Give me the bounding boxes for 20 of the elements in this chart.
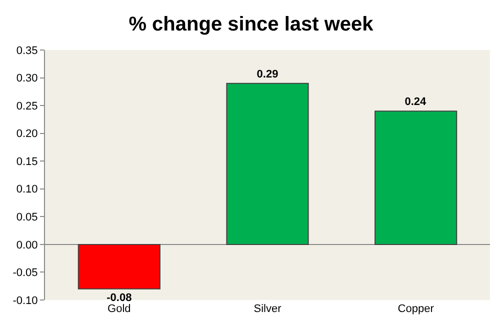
y-tick-label: 0.00 bbox=[16, 239, 38, 252]
y-tick-label: 0.35 bbox=[16, 44, 38, 57]
x-tick-label: Silver bbox=[254, 303, 282, 315]
x-tick-label: Gold bbox=[108, 303, 131, 315]
data-label: -0.08 bbox=[106, 292, 132, 304]
data-label: 0.24 bbox=[404, 96, 427, 108]
y-tick-label: 0.15 bbox=[16, 156, 38, 168]
y-tick-label: -0.10 bbox=[12, 294, 38, 307]
bar bbox=[226, 82, 309, 245]
y-tick-label: 0.20 bbox=[16, 128, 38, 140]
chart-title: % change since last week bbox=[128, 13, 374, 36]
y-tick-label: 0.05 bbox=[16, 212, 38, 224]
bar bbox=[374, 110, 458, 245]
y-tick-label: -0.05 bbox=[12, 267, 38, 280]
x-tick-label: Copper bbox=[398, 303, 434, 315]
data-label: 0.29 bbox=[256, 68, 278, 80]
y-tick-label: 0.30 bbox=[16, 72, 38, 85]
y-tick-label: 0.25 bbox=[16, 100, 38, 112]
y-tick-label: 0.10 bbox=[16, 184, 38, 196]
bar bbox=[78, 244, 160, 290]
